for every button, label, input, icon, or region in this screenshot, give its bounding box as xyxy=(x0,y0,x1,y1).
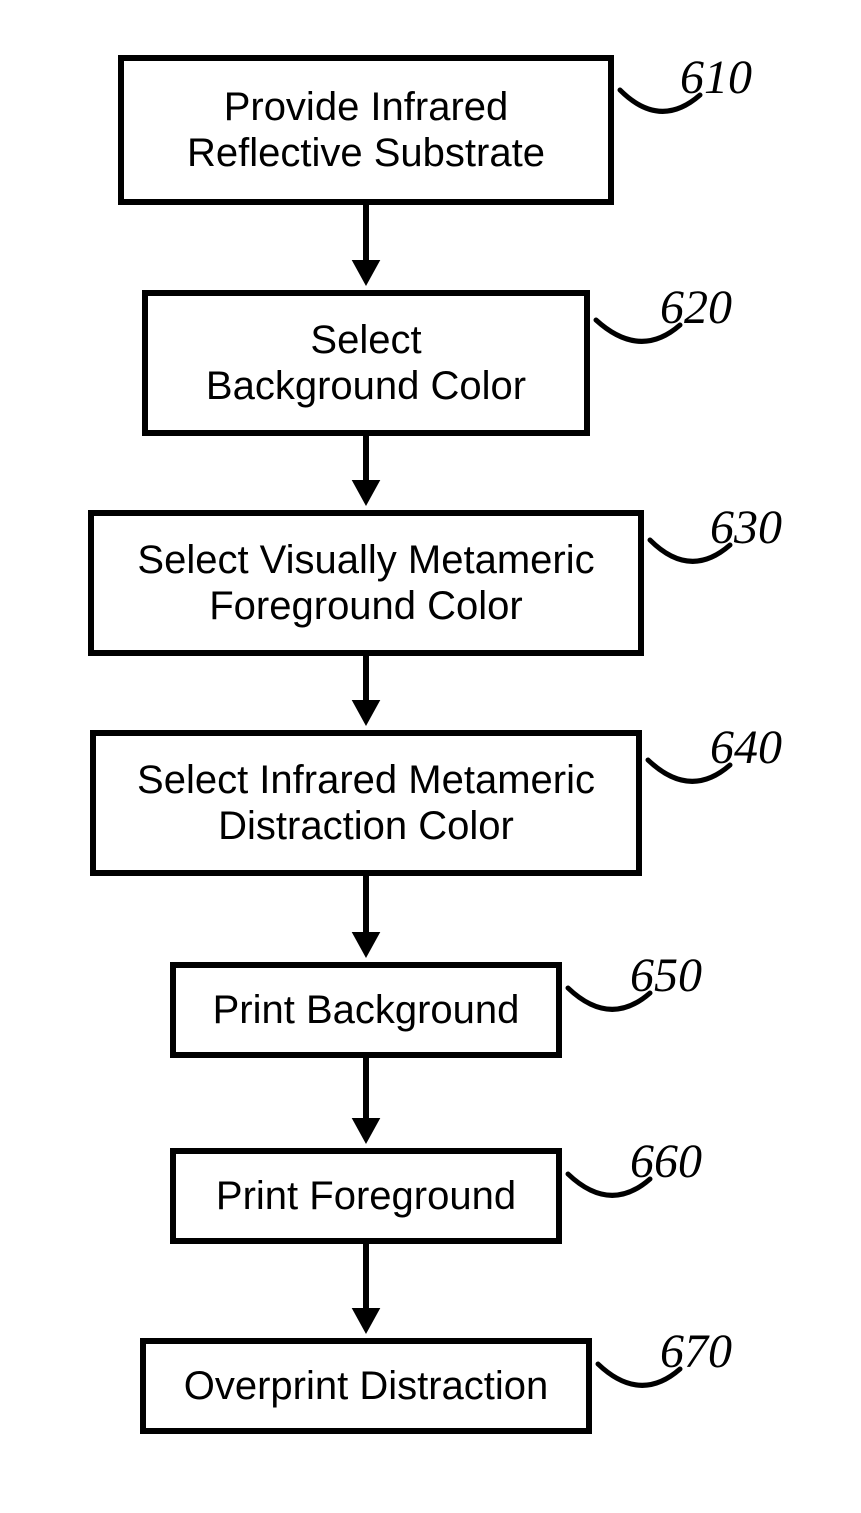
annotation-650: 650 xyxy=(630,948,702,1003)
arrowhead-icon xyxy=(352,1118,381,1144)
flow-node-label: Select Visually MetamericForeground Colo… xyxy=(137,537,594,629)
annotation-660: 660 xyxy=(630,1134,702,1189)
annotation-610: 610 xyxy=(680,50,752,105)
flow-node-overprint-distraction: Overprint Distraction xyxy=(140,1338,592,1434)
annotation-630: 630 xyxy=(710,500,782,555)
arrowhead-icon xyxy=(352,1308,381,1334)
flow-node-label: Print Foreground xyxy=(216,1173,516,1219)
arrowhead-icon xyxy=(352,932,381,958)
flow-node-label: Overprint Distraction xyxy=(184,1363,549,1409)
flow-node-label: Select Infrared MetamericDistraction Col… xyxy=(137,757,595,849)
annotation-670: 670 xyxy=(660,1324,732,1379)
annotation-620: 620 xyxy=(660,280,732,335)
flow-node-select-distraction-color: Select Infrared MetamericDistraction Col… xyxy=(90,730,642,876)
flow-node-select-foreground-color: Select Visually MetamericForeground Colo… xyxy=(88,510,644,656)
flow-node-select-background-color: SelectBackground Color xyxy=(142,290,590,436)
flowchart-page: Provide InfraredReflective Substrate 610… xyxy=(0,0,861,1513)
flow-node-print-foreground: Print Foreground xyxy=(170,1148,562,1244)
flow-node-label: Print Background xyxy=(213,987,520,1033)
flow-node-print-background: Print Background xyxy=(170,962,562,1058)
arrowhead-icon xyxy=(352,260,381,286)
flow-node-label: Provide InfraredReflective Substrate xyxy=(187,84,545,176)
arrowhead-icon xyxy=(352,480,381,506)
flow-node-label: SelectBackground Color xyxy=(206,317,526,409)
annotation-640: 640 xyxy=(710,720,782,775)
arrowhead-icon xyxy=(352,700,381,726)
flow-node-provide-substrate: Provide InfraredReflective Substrate xyxy=(118,55,614,205)
